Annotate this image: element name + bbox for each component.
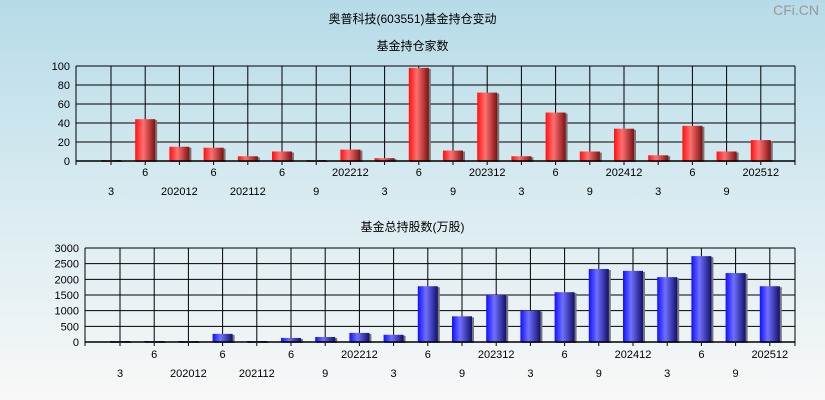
bar bbox=[315, 336, 336, 342]
x-tick-label: 3 bbox=[117, 368, 123, 380]
x-tick-label: 6 bbox=[689, 167, 695, 179]
y-tick-label: 20 bbox=[58, 137, 70, 149]
bar bbox=[452, 316, 472, 342]
bar bbox=[545, 112, 566, 161]
y-tick-label: 2500 bbox=[55, 259, 79, 271]
bar bbox=[759, 286, 780, 342]
bar bbox=[554, 292, 575, 342]
bar bbox=[648, 155, 669, 161]
bar bbox=[520, 310, 541, 342]
x-tick-label: 3 bbox=[391, 368, 397, 380]
x-tick-label: 6 bbox=[553, 167, 559, 179]
y-tick-label: 40 bbox=[58, 118, 70, 130]
x-tick-label: 202212 bbox=[341, 349, 378, 361]
x-tick-label: 6 bbox=[288, 349, 294, 361]
y-tick-label: 2000 bbox=[55, 274, 79, 286]
chart1-title: 基金持仓家数 bbox=[376, 39, 449, 53]
y-tick-label: 500 bbox=[61, 321, 79, 333]
x-tick-label: 6 bbox=[562, 349, 568, 361]
x-tick-label: 202512 bbox=[751, 349, 788, 361]
bar bbox=[511, 156, 532, 161]
x-tick-label: 202412 bbox=[615, 349, 652, 361]
x-tick-label: 3 bbox=[108, 186, 114, 198]
bar bbox=[135, 119, 156, 161]
x-tick-label: 9 bbox=[322, 368, 328, 380]
x-tick-label: 6 bbox=[142, 167, 148, 179]
x-tick-label: 202312 bbox=[478, 349, 515, 361]
bar bbox=[588, 268, 609, 342]
x-tick-label: 202012 bbox=[170, 368, 207, 380]
x-tick-label: 202412 bbox=[606, 167, 643, 179]
x-tick-label: 9 bbox=[450, 186, 456, 198]
bar bbox=[281, 337, 301, 342]
x-tick-label: 9 bbox=[733, 368, 739, 380]
bar bbox=[682, 125, 703, 161]
x-tick-label: 202512 bbox=[742, 167, 779, 179]
y-tick-label: 1500 bbox=[55, 290, 79, 302]
bar bbox=[477, 92, 498, 161]
bar bbox=[623, 270, 643, 342]
y-tick-label: 0 bbox=[64, 156, 70, 168]
bar bbox=[486, 295, 507, 342]
x-tick-label: 6 bbox=[279, 167, 285, 179]
x-tick-label: 6 bbox=[151, 349, 157, 361]
x-tick-label: 3 bbox=[664, 368, 670, 380]
x-tick-label: 202312 bbox=[469, 167, 506, 179]
bar bbox=[374, 158, 395, 161]
x-tick-label: 202212 bbox=[332, 167, 369, 179]
y-tick-label: 60 bbox=[58, 99, 70, 111]
bar bbox=[443, 150, 463, 161]
x-tick-label: 6 bbox=[220, 349, 226, 361]
x-tick-label: 6 bbox=[698, 349, 704, 361]
y-tick-label: 100 bbox=[52, 61, 70, 73]
bar bbox=[716, 151, 737, 161]
bar bbox=[725, 273, 746, 342]
bar bbox=[383, 334, 404, 342]
bar bbox=[691, 256, 712, 342]
y-tick-label: 0 bbox=[73, 337, 79, 349]
x-tick-label: 9 bbox=[313, 186, 319, 198]
bar bbox=[349, 332, 370, 342]
bar bbox=[169, 146, 190, 161]
x-tick-label: 9 bbox=[596, 368, 602, 380]
x-tick-label: 6 bbox=[425, 349, 431, 361]
y-tick-label: 1000 bbox=[55, 306, 79, 318]
x-tick-label: 6 bbox=[416, 167, 422, 179]
x-tick-label: 9 bbox=[724, 186, 730, 198]
bar bbox=[212, 333, 233, 342]
bar bbox=[614, 128, 634, 161]
x-tick-label: 202112 bbox=[230, 186, 266, 198]
watermark-logo: CFi.CN bbox=[773, 2, 819, 18]
x-tick-label: 6 bbox=[211, 167, 217, 179]
bar bbox=[657, 277, 678, 342]
x-tick-label: 202012 bbox=[161, 186, 198, 198]
x-tick-label: 3 bbox=[518, 186, 524, 198]
bar bbox=[417, 286, 438, 342]
x-tick-label: 3 bbox=[527, 368, 533, 380]
y-tick-label: 3000 bbox=[55, 243, 79, 255]
bar bbox=[579, 151, 600, 161]
chart2-title: 基金总持股数(万股) bbox=[360, 220, 465, 234]
bar bbox=[237, 156, 258, 161]
bar bbox=[272, 151, 292, 161]
bar bbox=[340, 149, 361, 161]
y-tick-label: 80 bbox=[58, 80, 70, 92]
x-tick-label: 9 bbox=[459, 368, 465, 380]
bar bbox=[750, 140, 771, 161]
x-tick-label: 3 bbox=[655, 186, 661, 198]
x-tick-label: 202112 bbox=[239, 368, 275, 380]
bar bbox=[408, 67, 429, 161]
main-title: 奥普科技(603551)基金持仓变动 bbox=[328, 12, 497, 26]
x-tick-label: 3 bbox=[382, 186, 388, 198]
bar bbox=[203, 147, 224, 161]
x-tick-label: 9 bbox=[587, 186, 593, 198]
